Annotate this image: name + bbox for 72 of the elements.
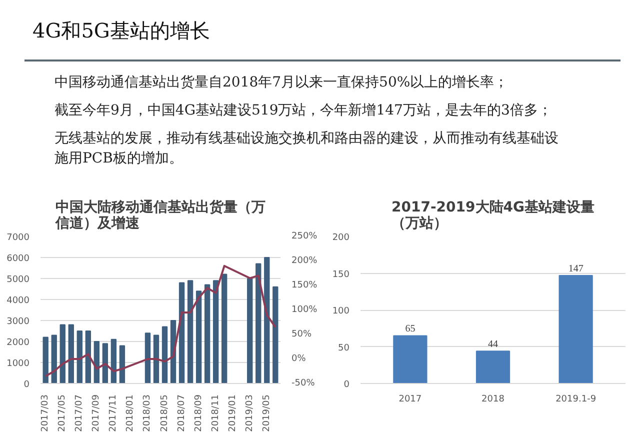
y-tick-label: 4000	[6, 296, 30, 306]
x-tick-label: 2018/09	[194, 394, 204, 432]
bar	[204, 284, 210, 384]
bar	[102, 343, 108, 384]
bar	[196, 290, 202, 384]
data-label: 147	[568, 263, 584, 274]
line-series	[44, 264, 276, 378]
y2-tick-label: 250%	[292, 232, 318, 242]
bar	[476, 350, 510, 384]
bar	[110, 338, 117, 384]
y-tick-label: 200	[332, 233, 350, 243]
bar	[393, 335, 428, 384]
x-tick-label: 2019/03	[244, 394, 255, 432]
y-tick-label: 0	[24, 380, 30, 390]
x-tick-label: 2018/07	[176, 394, 187, 432]
bar	[558, 274, 593, 384]
x-tick-label: 2017/07	[74, 394, 85, 432]
x-tick-label: 2019/01	[228, 394, 238, 432]
y-tick-label: 7000	[6, 233, 30, 243]
bar	[68, 324, 74, 384]
y-tick-label: 3000	[6, 317, 30, 327]
bar	[162, 326, 168, 384]
bar	[272, 286, 278, 384]
x-tick-label: 2019.1-9	[556, 394, 596, 404]
text: 4G和5G基站的增长	[32, 18, 210, 42]
x-tick-label: 2018/05	[160, 394, 170, 432]
x-tick-label: 2017	[398, 394, 422, 404]
bar	[212, 280, 219, 384]
data-label: 44	[488, 339, 498, 350]
bar	[187, 280, 194, 384]
bar	[178, 282, 185, 384]
y-tick-label: 6000	[6, 254, 30, 264]
text: 截至今年9月，中国4G基站建设519万站，今年新增147万站，是去年的3倍多；	[54, 102, 552, 118]
bar	[42, 336, 48, 384]
chart-title: 2017-2019大陆4G基站建设量（万站）	[392, 200, 594, 232]
y-tick-label: 100	[332, 306, 350, 316]
bar	[264, 257, 270, 384]
y2-tick-label: 200%	[292, 256, 318, 266]
y-tick-label: 1000	[6, 359, 30, 369]
y-tick-label: 5000	[6, 275, 30, 285]
y2-tick-label: -50%	[292, 378, 316, 388]
bar	[153, 334, 160, 384]
bar	[76, 330, 82, 384]
x-tick-label: 2018/01	[126, 394, 136, 432]
x-tick-label: 2018	[482, 394, 505, 404]
data-label: 65	[405, 324, 416, 335]
x-tick-label: 2017/03	[40, 394, 51, 432]
y-tick-label: 50	[338, 343, 350, 354]
chart-title: 中国大陆移动通信基站出货量（万信道）及增速	[54, 198, 266, 232]
y2-tick-label: 150%	[292, 280, 318, 290]
text: 无线基站的发展，推动有线基础设施交换机和路由器的建设，从而推动有线基础设施用PCB板的增加。	[54, 130, 558, 166]
x-tick-label: 2017/09	[92, 394, 102, 432]
y-tick-label: 2000	[6, 338, 30, 348]
x-tick-label: 2019/05	[262, 394, 272, 432]
bar	[256, 263, 262, 384]
bar	[51, 334, 57, 384]
y-tick-label: 150	[332, 270, 350, 280]
text: 中国移动通信基站出货量自2018年7月以来一直保持50%以上的增长率；	[54, 74, 508, 90]
x-tick-label: 2018/03	[142, 394, 153, 432]
y2-tick-label: 100%	[292, 305, 318, 315]
y-tick-label: 0	[344, 380, 350, 390]
bar	[221, 274, 228, 384]
bar	[247, 278, 253, 384]
y2-tick-label: 50%	[292, 330, 312, 340]
bar	[85, 330, 91, 384]
x-tick-label: 2017/05	[58, 394, 68, 432]
y2-tick-label: 0%	[292, 354, 306, 364]
bar	[60, 324, 66, 384]
bar	[119, 345, 126, 384]
x-tick-label: 2018/11	[210, 394, 221, 432]
x-tick-label: 2017/11	[108, 394, 119, 432]
bar	[144, 332, 151, 384]
